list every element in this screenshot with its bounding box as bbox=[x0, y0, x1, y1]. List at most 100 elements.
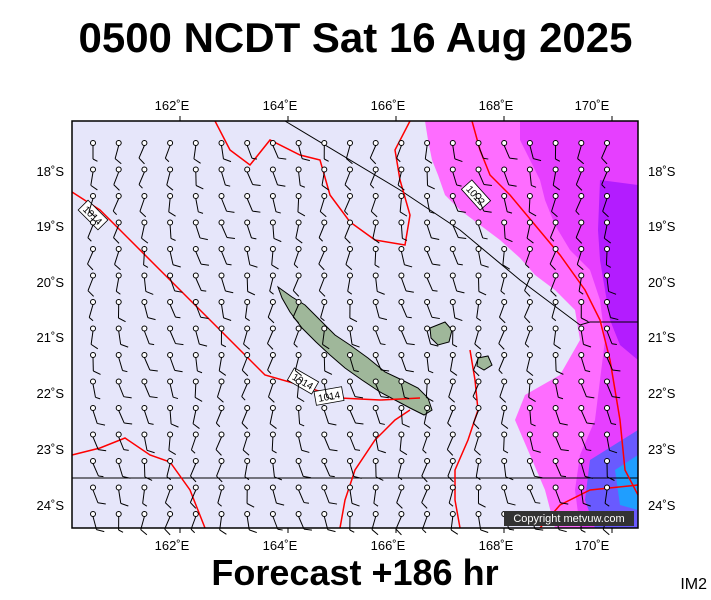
wind-barb bbox=[167, 193, 176, 217]
wind-barb bbox=[475, 166, 492, 187]
wind-barb bbox=[269, 431, 277, 454]
lat-label-left-20: 20˚S bbox=[37, 275, 65, 290]
wind-barb bbox=[372, 458, 384, 481]
wind-barb bbox=[347, 352, 359, 373]
wind-barb bbox=[269, 511, 283, 531]
wind-barb bbox=[500, 272, 508, 295]
wind-barb bbox=[190, 458, 199, 483]
wind-barb bbox=[218, 219, 235, 239]
wind-barb bbox=[475, 484, 486, 508]
wind-barb bbox=[448, 484, 456, 507]
wind-barb bbox=[498, 299, 508, 324]
wind-barb bbox=[347, 299, 358, 323]
wind-barb bbox=[192, 272, 207, 292]
wind-barb bbox=[552, 431, 569, 452]
wind-barb bbox=[526, 219, 534, 244]
wind-barb bbox=[397, 458, 405, 481]
wind-barb bbox=[293, 246, 302, 269]
lon-label-top-166: 166˚E bbox=[371, 98, 406, 113]
wind-barb bbox=[424, 219, 440, 241]
wind-barb bbox=[372, 219, 380, 244]
wind-barb bbox=[215, 405, 225, 428]
lat-label-left-18: 18˚S bbox=[37, 164, 65, 179]
wind-barb bbox=[369, 140, 379, 165]
copyright-badge: Copyright metvuw.com bbox=[504, 511, 634, 526]
wind-barb bbox=[90, 484, 106, 505]
wind-barb bbox=[576, 246, 585, 271]
lat-label-right-22: 22˚S bbox=[648, 386, 676, 401]
wind-barb bbox=[524, 299, 533, 324]
wind-barb bbox=[318, 272, 328, 297]
wind-barb bbox=[398, 325, 415, 346]
wind-barb bbox=[115, 352, 128, 373]
wind-barb bbox=[218, 246, 232, 266]
wind-barb bbox=[604, 352, 621, 372]
wind-barb bbox=[524, 272, 533, 297]
wind-barb bbox=[396, 484, 405, 509]
wind-barb bbox=[292, 272, 302, 297]
wind-barb bbox=[267, 299, 276, 324]
wind-barb bbox=[269, 246, 279, 270]
wind-barb bbox=[447, 405, 456, 428]
wind-barb bbox=[526, 352, 534, 377]
wind-barb bbox=[347, 272, 353, 295]
wind-barb bbox=[604, 246, 612, 268]
wind-barb bbox=[141, 378, 158, 399]
wind-barb bbox=[216, 378, 225, 403]
wind-barb bbox=[269, 458, 283, 481]
wind-barb bbox=[218, 272, 234, 294]
wind-barb bbox=[167, 219, 176, 241]
wind-barb bbox=[448, 378, 456, 403]
wind-barb bbox=[295, 484, 310, 504]
wind-barb bbox=[267, 325, 276, 350]
wind-barb bbox=[372, 246, 380, 268]
wind-barb bbox=[602, 193, 610, 218]
wind-barb bbox=[347, 378, 364, 399]
wind-barb bbox=[372, 325, 386, 346]
wind-barbs bbox=[87, 140, 621, 536]
land-new-caledonia bbox=[276, 285, 493, 416]
wind-barb bbox=[192, 405, 200, 429]
isobars bbox=[71, 120, 639, 529]
wind-barb bbox=[526, 378, 536, 403]
wind-barb bbox=[167, 325, 184, 346]
wind-barb bbox=[115, 299, 126, 323]
wind-barb bbox=[603, 219, 612, 244]
wind-barb bbox=[396, 140, 405, 163]
wind-barb bbox=[321, 484, 338, 505]
wind-barb bbox=[115, 405, 133, 425]
wind-barb bbox=[269, 272, 276, 295]
wind-barb bbox=[141, 431, 155, 454]
wind-barb bbox=[501, 166, 517, 187]
wind-barb bbox=[501, 193, 513, 214]
wind-barb bbox=[141, 219, 149, 244]
wind-barb bbox=[526, 431, 541, 453]
wind-barb bbox=[318, 219, 328, 242]
wind-barb bbox=[398, 352, 414, 373]
wind-barb bbox=[164, 140, 174, 163]
wind-barb bbox=[243, 325, 251, 350]
wind-barb bbox=[575, 166, 585, 191]
wind-barb bbox=[321, 405, 337, 426]
wind-barb bbox=[449, 325, 458, 348]
wind-barb bbox=[241, 378, 251, 401]
wind-barb bbox=[578, 272, 585, 295]
wind-barb bbox=[344, 219, 353, 244]
wind-barb bbox=[244, 272, 256, 296]
wind-barb bbox=[372, 431, 386, 454]
wind-barb bbox=[216, 458, 225, 483]
wind-barb bbox=[88, 299, 96, 322]
isobar-label-4: 1014 bbox=[313, 386, 345, 406]
wind-barb bbox=[192, 378, 203, 402]
wind-barb bbox=[347, 325, 360, 348]
wind-barb bbox=[449, 299, 463, 322]
wind-barb bbox=[268, 378, 276, 403]
wind-barb bbox=[218, 166, 231, 187]
wind-barb bbox=[601, 166, 610, 189]
wind-barb bbox=[295, 458, 312, 479]
wind-barb bbox=[604, 458, 615, 481]
wind-barb bbox=[295, 511, 312, 531]
wind-barb bbox=[449, 272, 465, 294]
wind-barb bbox=[241, 405, 251, 430]
wind-barb bbox=[604, 299, 619, 321]
